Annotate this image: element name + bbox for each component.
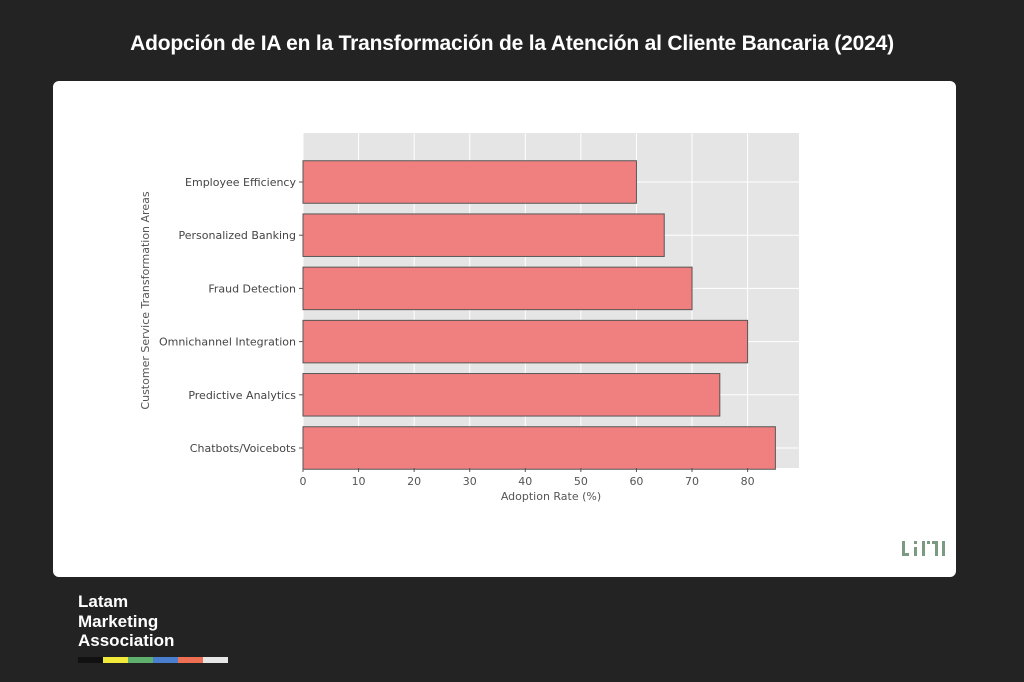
brand-stripe-segment [153, 657, 178, 663]
brand-name: Latam Marketing Association [78, 592, 174, 651]
y-tick-label: Chatbots/Voicebots [190, 442, 296, 455]
y-axis-label: Customer Service Transformation Areas [139, 191, 152, 409]
brand-line-2: Marketing [78, 611, 159, 631]
bar [302, 426, 776, 470]
bar [302, 319, 749, 364]
bar [302, 160, 637, 204]
x-tick-label: 0 [300, 475, 307, 488]
x-axis-label: Adoption Rate (%) [501, 490, 601, 503]
x-tick-label: 80 [741, 475, 755, 488]
y-tick-label: Omnichannel Integration [159, 336, 296, 349]
bar [302, 213, 665, 257]
brand-line-1: Latam [78, 592, 129, 611]
x-tick-label: 40 [518, 475, 532, 488]
brand-stripe-segment [178, 657, 203, 663]
bar [302, 373, 721, 417]
x-tick-label: 60 [629, 475, 643, 488]
x-tick-label: 70 [685, 475, 699, 488]
brand-line-3: Association [78, 631, 175, 650]
x-tick-label: 10 [352, 475, 366, 488]
brand-stripe-segment [128, 657, 153, 663]
y-tick-labels: Employee Efficiency Personalized Banking F… [159, 176, 303, 455]
x-tick-label: 30 [463, 475, 477, 488]
y-tick-label: Predictive Analytics [188, 389, 296, 402]
lmi-logo-icon [902, 541, 945, 556]
page-title: Adopción de IA en la Transformación de l… [130, 32, 894, 55]
x-ticks: 0 10 20 30 40 50 60 70 80 [300, 468, 755, 488]
brand-stripe-segment [78, 657, 103, 663]
y-tick-label: Personalized Banking [179, 229, 296, 242]
bars [302, 160, 776, 470]
brand-stripe-segment [203, 657, 228, 663]
y-tick-label: Employee Efficiency [185, 176, 296, 189]
bar [302, 266, 693, 311]
y-tick-label: Fraud Detection [208, 282, 296, 295]
brand-stripe-segment [103, 657, 128, 663]
brand-color-stripe [78, 657, 228, 663]
chart-card: Employee Efficiency Personalized Banking F… [53, 81, 956, 577]
x-tick-label: 50 [574, 475, 588, 488]
x-tick-label: 20 [407, 475, 421, 488]
bar-chart: Employee Efficiency Personalized Banking F… [139, 133, 799, 503]
